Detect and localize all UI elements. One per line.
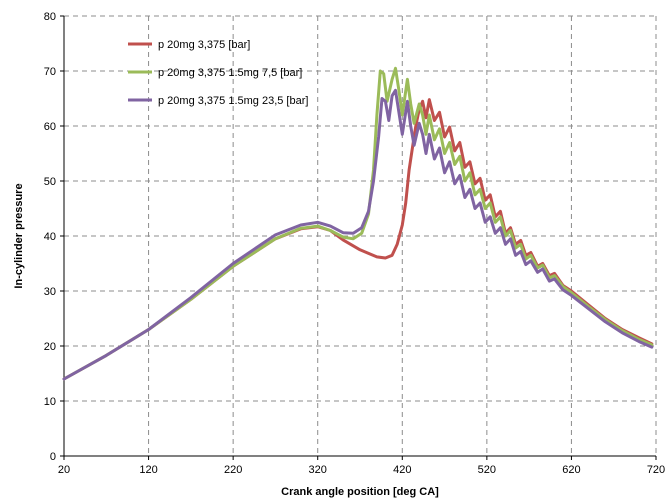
- x-tick-label: 420: [393, 464, 411, 476]
- y-tick-label: 70: [44, 66, 56, 78]
- x-axis-title: Crank angle position [deg CA]: [281, 486, 439, 498]
- y-tick-label: 40: [44, 231, 56, 243]
- x-tick-label: 20: [58, 464, 70, 476]
- y-axis-title: In-cylinder pressure: [13, 183, 25, 288]
- y-tick-label: 20: [44, 341, 56, 353]
- x-tick-label: 220: [224, 464, 242, 476]
- y-tick-label: 60: [44, 121, 56, 133]
- y-tick-label: 50: [44, 176, 56, 188]
- y-tick-label: 10: [44, 396, 56, 408]
- legend: p 20mg 3,375 [bar] p 20mg 3,375 1.5mg 7,5…: [128, 39, 308, 107]
- legend-label-3: p 20mg 3,375 1.5mg 23,5 [bar]: [158, 95, 308, 107]
- y-tick-label: 30: [44, 286, 56, 298]
- x-tick-label: 720: [647, 464, 665, 476]
- series-line-1: [64, 100, 652, 379]
- x-tick-label: 620: [562, 464, 580, 476]
- series-line-2: [64, 68, 652, 379]
- y-tick-label: 80: [44, 11, 56, 23]
- legend-label-1: p 20mg 3,375 [bar]: [158, 39, 250, 51]
- x-tick-label: 520: [478, 464, 496, 476]
- legend-label-2: p 20mg 3,375 1.5mg 7,5 [bar]: [158, 67, 302, 79]
- y-tick-label: 0: [50, 451, 56, 463]
- x-tick-label: 120: [139, 464, 157, 476]
- series-layer: [64, 68, 652, 379]
- x-tick-label: 320: [309, 464, 327, 476]
